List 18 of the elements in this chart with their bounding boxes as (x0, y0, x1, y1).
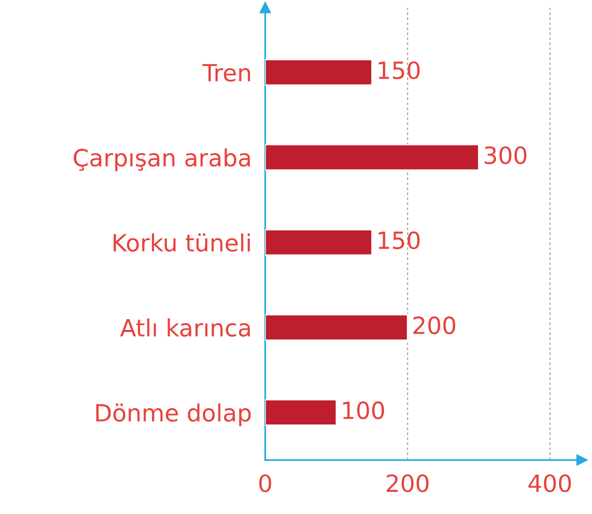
bar (265, 228, 373, 256)
data-label: 150 (378, 231, 420, 250)
y-tick-label: Korku tüneli (114, 233, 250, 252)
data-label: 300 (484, 146, 526, 164)
bar (265, 398, 338, 426)
data-label: 100 (343, 401, 384, 420)
y-tick-label: Çarpışan araba (74, 148, 250, 172)
y-tick-label: Tren (202, 64, 250, 82)
data-label: 150 (378, 61, 420, 80)
y-tick-label: Atlı karınca (120, 318, 250, 337)
data-label: 200 (413, 316, 456, 334)
bar (265, 58, 373, 86)
bar (265, 314, 408, 341)
y-tick-label: Dönme dolap (96, 403, 251, 426)
bar (265, 144, 480, 171)
x-tick-label: 400 (528, 474, 571, 492)
x-tick-label: 0 (259, 474, 272, 492)
x-tick-label: 200 (386, 474, 429, 492)
